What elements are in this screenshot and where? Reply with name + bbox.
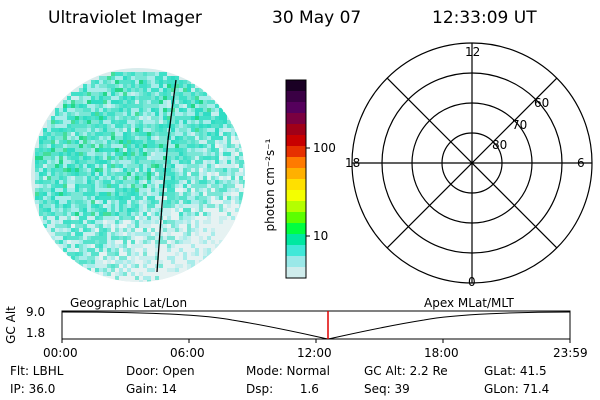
x-tick-1800: 18:00: [424, 346, 459, 360]
color-bar-frame: [285, 79, 307, 279]
colorbar-tick-10: 10: [313, 229, 329, 243]
observation-time: 12:33:09 UT: [432, 8, 537, 28]
uvi-earth-image: [31, 68, 245, 282]
polar-mlt-plot: [351, 42, 593, 284]
geographic-coord-label: Geographic Lat/Lon: [70, 296, 188, 310]
lat-label-80: 80: [492, 138, 508, 152]
instrument-title: Ultraviolet Imager: [48, 8, 202, 28]
door-status: Door: Open: [126, 364, 195, 378]
seq-status: Seq: 39: [364, 382, 410, 396]
mlt-label-12: 12: [465, 45, 481, 59]
lat-label-70: 70: [512, 118, 528, 132]
glon-status: GLon: 71.4: [484, 382, 550, 396]
apex-coord-label: Apex MLat/MLT: [424, 296, 514, 310]
altitude-timeline: [61, 310, 571, 343]
mlt-label-6: 6: [577, 156, 585, 170]
lat-label-60: 60: [534, 96, 550, 110]
gc-alt-axis-title: GC Alt: [3, 306, 18, 344]
x-tick-0000: 00:00: [43, 346, 78, 360]
filter-status: Flt: LBHL: [10, 364, 64, 378]
mlt-label-18: 18: [345, 156, 361, 170]
x-tick-2359: 23:59: [553, 346, 588, 360]
x-tick-1200: 12:00: [297, 346, 332, 360]
color-bar: [286, 80, 306, 279]
observation-date: 30 May 07: [272, 8, 362, 28]
dsp-status: Dsp: 1.6: [246, 382, 319, 396]
y-tick-high: 9.0: [26, 305, 46, 319]
terminator-line: [156, 79, 177, 273]
colorbar-tick-100: 100: [313, 141, 336, 155]
gc-alt-status: GC Alt: 2.2 Re: [364, 364, 448, 378]
ip-status: IP: 36.0: [10, 382, 56, 396]
altitude-curve: [61, 311, 571, 340]
mlt-label-0: 0: [468, 275, 476, 289]
colorbar-unit-label: photon cm⁻²s⁻¹: [263, 138, 277, 232]
mode-status: Mode: Normal: [246, 364, 330, 378]
glat-status: GLat: 41.5: [484, 364, 547, 378]
x-tick-0600: 06:00: [170, 346, 205, 360]
y-tick-low: 1.8: [26, 326, 46, 340]
gain-status: Gain: 14: [126, 382, 177, 396]
